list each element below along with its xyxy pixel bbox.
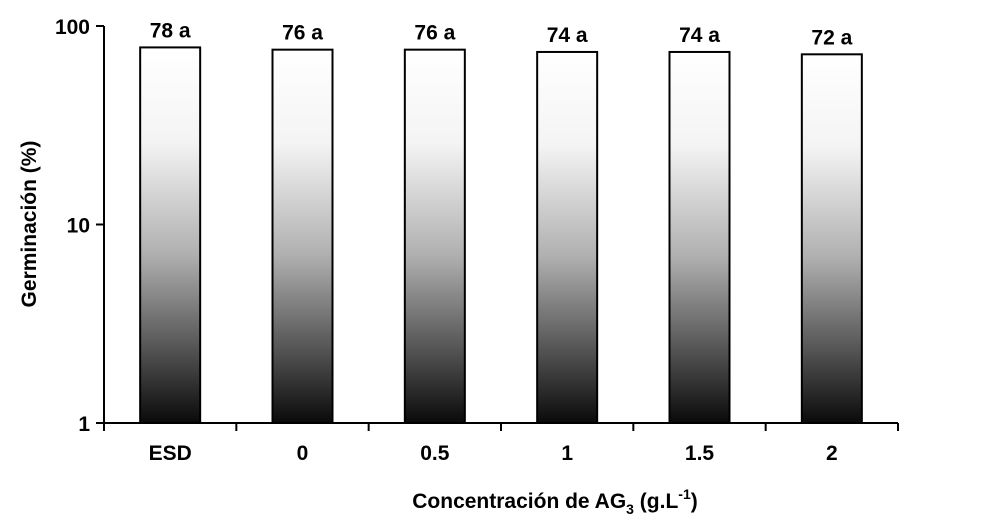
x-tick-label-ESD: ESD	[149, 442, 192, 465]
bars-group	[139, 46, 863, 425]
x-tick-label-2: 2	[826, 442, 838, 465]
bar-1	[536, 50, 599, 425]
x-tick-label-0.5: 0.5	[420, 442, 450, 465]
data-label-1.5: 74 a	[679, 24, 720, 47]
bar-ESD	[139, 46, 202, 424]
y-axis-title: Germinación (%)	[18, 141, 41, 308]
x-axis-title-unit-close: )	[691, 490, 698, 513]
bar-2	[800, 53, 863, 425]
y-tick-label-10: 10	[67, 215, 90, 238]
data-label-0.5: 76 a	[414, 22, 455, 45]
x-axis-title-main: Concentración de AG	[412, 490, 626, 513]
data-label-1: 74 a	[547, 24, 588, 47]
x-axis-title: Concentración de AG3 (g.L-1)	[412, 486, 698, 517]
bar-1.5	[668, 50, 731, 425]
x-ticks-group: ESD 0 0.5 1 1.5 2	[103, 423, 899, 465]
x-axis-title-subscript: 3	[626, 501, 634, 517]
x-axis-title-unit: (g.L	[634, 490, 678, 513]
x-tick-label-0: 0	[297, 442, 309, 465]
data-label-0: 76 a	[282, 22, 323, 45]
x-axis-title-superscript: -1	[678, 486, 691, 502]
bar-0.5	[403, 48, 466, 424]
data-label-ESD: 78 a	[150, 19, 191, 42]
x-tick-label-1.5: 1.5	[685, 442, 715, 465]
y-tick-label-1: 1	[78, 413, 90, 436]
y-tick-label-100: 100	[55, 16, 90, 39]
data-labels-group: 78 a 76 a 76 a 74 a 74 a 72 a	[150, 19, 853, 49]
x-tick-label-1: 1	[561, 442, 573, 465]
bar-0	[271, 48, 334, 424]
data-label-2: 72 a	[811, 26, 852, 49]
y-ticks-group: 1 10 100	[55, 16, 104, 436]
